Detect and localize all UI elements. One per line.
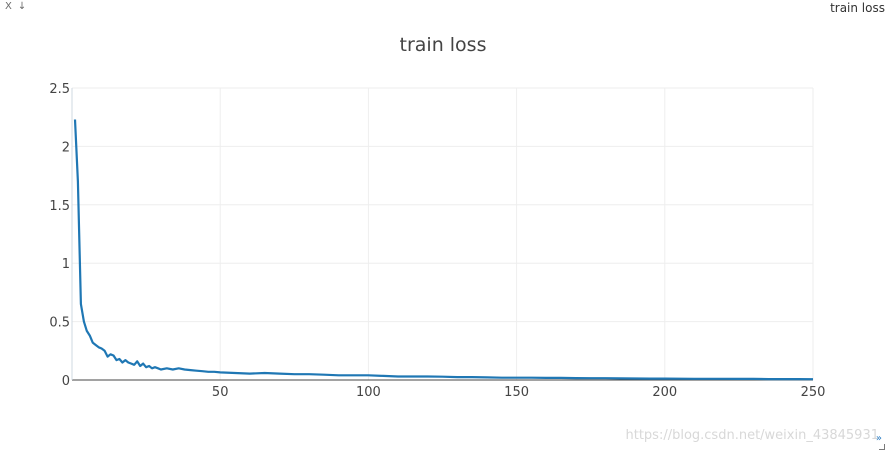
tick-layer: 0 0.5 1 1.5 2 2.5 50 100 150 200 250: [49, 82, 825, 400]
x-tick-label-1: 100: [356, 385, 381, 400]
y-tick-label-0: 0: [62, 374, 70, 389]
grid-layer: [72, 87, 814, 380]
y-tick-label-4: 2: [62, 140, 70, 155]
chart-title: train loss: [400, 34, 487, 56]
y-tick-label-2: 1: [62, 257, 70, 272]
expand-icon[interactable]: »: [875, 433, 882, 444]
x-tick-label-0: 50: [212, 385, 229, 400]
close-icon[interactable]: X: [5, 1, 12, 12]
window-title: train loss: [830, 1, 885, 15]
x-tick-label-3: 200: [652, 385, 677, 400]
resize-handle-icon[interactable]: [879, 444, 885, 450]
watermark: https://blog.csdn.net/weixin_43845931: [625, 428, 879, 443]
x-tick-label-4: 250: [801, 385, 826, 400]
y-tick-label-5: 2.5: [49, 82, 70, 97]
window-controls: X ↓: [5, 1, 26, 12]
y-tick-label-3: 1.5: [49, 199, 70, 214]
series-layer: [73, 119, 814, 381]
series-line-0: [73, 119, 814, 381]
y-tick-label-1: 0.5: [49, 316, 70, 331]
download-icon[interactable]: ↓: [17, 1, 27, 12]
x-tick-label-2: 150: [504, 385, 529, 400]
axis-layer: [71, 88, 813, 381]
